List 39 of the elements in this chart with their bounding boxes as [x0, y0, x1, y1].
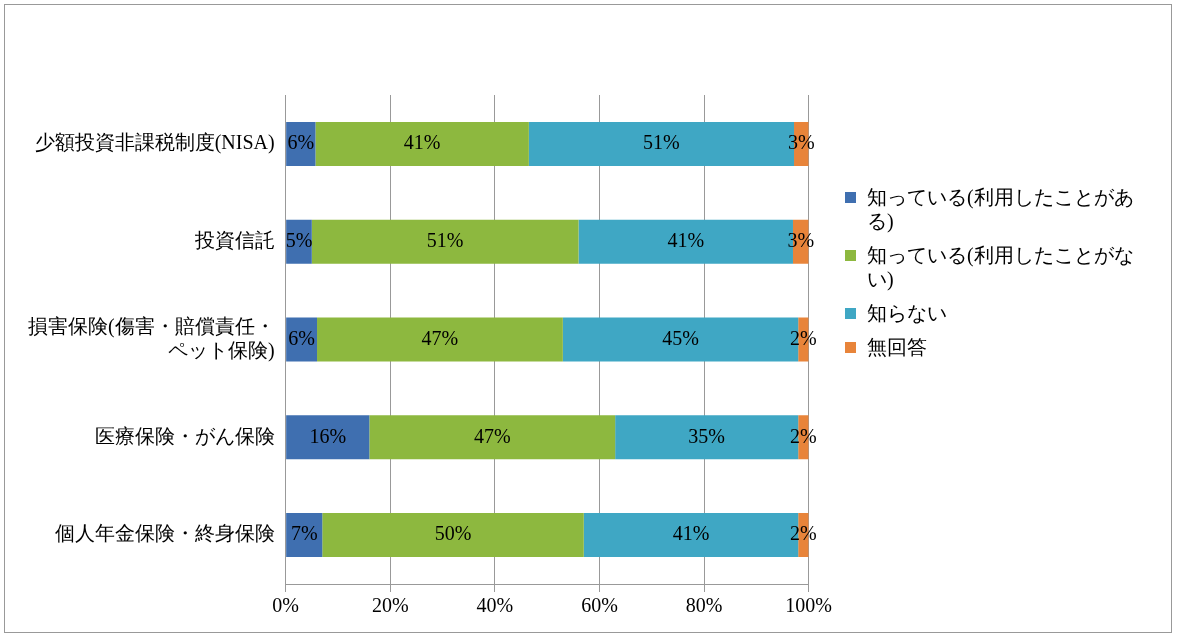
x-tick-label: 40%: [476, 594, 514, 617]
bar: [311, 219, 579, 264]
data-label: 16%: [309, 424, 347, 447]
data-label: 41%: [667, 228, 705, 251]
data-label: 6%: [288, 326, 315, 349]
data-label: 41%: [403, 131, 441, 154]
bar: [369, 415, 616, 460]
data-label: 50%: [434, 522, 472, 545]
x-tick-label: 80%: [685, 594, 723, 617]
data-label: 47%: [473, 424, 511, 447]
data-label: 2%: [790, 326, 817, 349]
bar: [322, 513, 584, 558]
legend-label: 知っている(利用したことがある): [867, 186, 1134, 232]
data-label: 47%: [421, 326, 459, 349]
data-label: 51%: [643, 131, 680, 154]
data-label: 2%: [790, 424, 817, 447]
x-tick-label: 0%: [272, 594, 299, 617]
y-tick-label: 損害保険(傷害・賠償責任・ペット保険): [27, 314, 275, 362]
y-tick-label: 少額投資非課税制度(NISA): [34, 131, 275, 155]
x-tick-label: 20%: [371, 594, 409, 617]
bar: [286, 415, 370, 460]
bar: [317, 317, 563, 362]
legend-label: 知らない: [867, 302, 947, 324]
y-tick-label: 投資信託: [193, 228, 275, 251]
y-tick-label: 医療保険・がん保険: [94, 424, 275, 447]
y-tick-label: 個人年金保険・終身保険: [54, 522, 275, 545]
legend-label: 知っている(利用したことがない): [867, 244, 1134, 290]
bar: [315, 121, 529, 166]
data-label: 41%: [672, 522, 710, 545]
data-label: 2%: [790, 522, 817, 545]
data-label: 6%: [287, 131, 315, 154]
x-tick-label: 100%: [785, 594, 833, 617]
data-label: 35%: [688, 424, 726, 447]
data-label: 5%: [285, 228, 313, 251]
data-label: 51%: [426, 228, 464, 251]
data-label: 7%: [290, 522, 318, 545]
legend-label: 無回答: [867, 336, 927, 358]
x-tick-label: 60%: [581, 594, 618, 617]
data-label: 45%: [662, 326, 699, 349]
